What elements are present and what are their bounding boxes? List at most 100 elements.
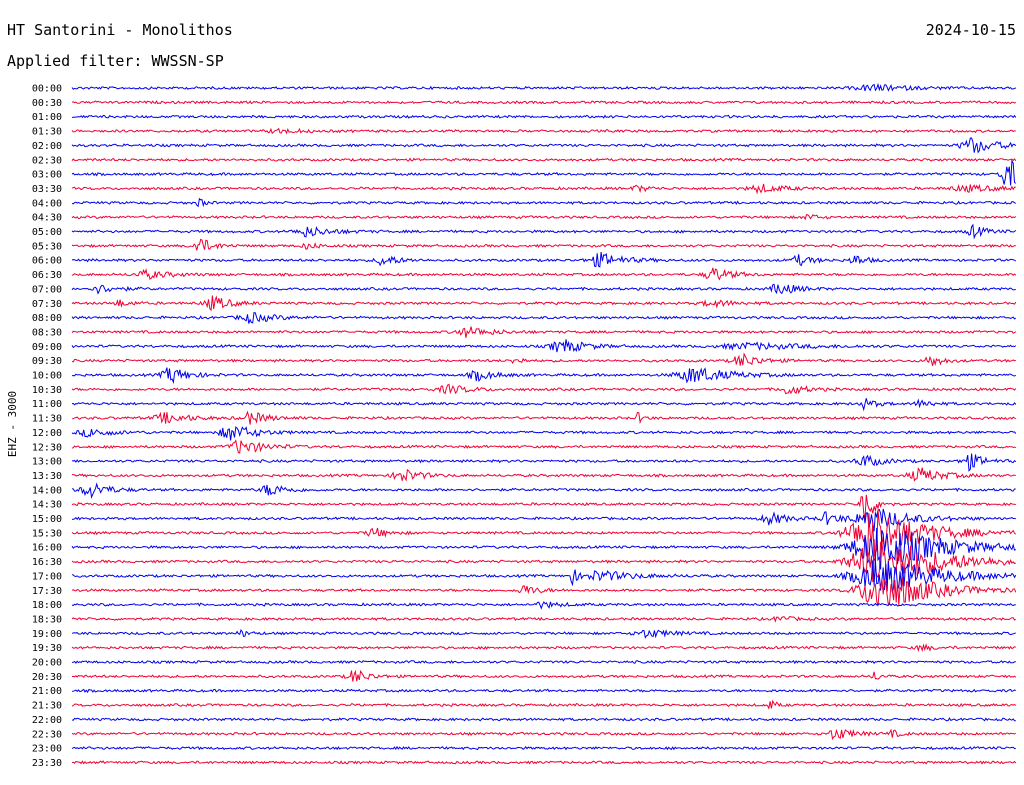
trace-time-label: 00:30 bbox=[32, 98, 62, 109]
trace-time-label: 02:30 bbox=[32, 155, 62, 166]
trace-time-label: 06:00 bbox=[32, 256, 62, 267]
seismic-trace-line bbox=[72, 669, 1017, 682]
trace-time-label: 20:00 bbox=[32, 658, 62, 669]
seismic-trace-line bbox=[71, 157, 1017, 162]
trace-time-label: 22:00 bbox=[32, 715, 62, 726]
seismic-trace-line bbox=[71, 197, 1017, 208]
seismic-trace-line bbox=[71, 643, 1017, 653]
seismic-trace-line bbox=[71, 426, 1017, 441]
trace-time-label: 11:30 bbox=[32, 414, 62, 425]
trace-time-label: 07:00 bbox=[32, 284, 62, 295]
chart-subtitle: Applied filter: WWSSN-SP bbox=[7, 52, 224, 70]
trace-time-label: 05:30 bbox=[32, 241, 62, 252]
seismic-trace-line bbox=[71, 367, 1017, 385]
trace-time-label: 13:30 bbox=[32, 471, 62, 482]
trace-time-label: 09:00 bbox=[32, 342, 62, 353]
seismic-trace-line bbox=[71, 82, 1017, 92]
trace-time-label: 12:00 bbox=[32, 428, 62, 439]
seismic-trace-line bbox=[71, 383, 1017, 395]
seismic-trace-line bbox=[71, 509, 1017, 559]
seismic-trace-line bbox=[71, 223, 1017, 240]
seismic-trace-line bbox=[71, 559, 1017, 593]
trace-time-label: 10:00 bbox=[32, 371, 62, 382]
trace-time-label: 06:30 bbox=[32, 270, 62, 281]
trace-time-label: 08:30 bbox=[32, 327, 62, 338]
seismic-trace-line bbox=[71, 494, 1016, 519]
trace-time-label: 16:00 bbox=[32, 543, 62, 554]
trace-time-label: 13:00 bbox=[32, 457, 62, 468]
trace-time-label: 16:30 bbox=[32, 557, 62, 568]
seismic-trace-line bbox=[71, 527, 1017, 570]
seismic-trace-line bbox=[71, 717, 1016, 722]
seismic-trace-line bbox=[71, 629, 1016, 639]
trace-time-label: 05:00 bbox=[32, 227, 62, 238]
trace-time-label: 14:30 bbox=[32, 500, 62, 511]
seismic-trace-line bbox=[71, 326, 1017, 338]
trace-time-label: 19:00 bbox=[32, 629, 62, 640]
trace-time-label: 04:00 bbox=[32, 198, 62, 209]
trace-time-label: 18:30 bbox=[32, 614, 62, 625]
seismic-trace-line bbox=[71, 577, 1017, 607]
seismic-trace-line bbox=[71, 439, 1017, 454]
trace-time-label: 15:00 bbox=[32, 514, 62, 525]
seismic-trace-line bbox=[71, 482, 1016, 500]
seismic-trace-line bbox=[71, 252, 1017, 268]
trace-time-label: 00:00 bbox=[32, 84, 62, 95]
seismic-trace-line bbox=[71, 699, 1017, 710]
trace-time-label: 04:30 bbox=[32, 213, 62, 224]
traces-group: 00:00 00:30 01:00 01:30 02:00 02:30 03:00 03:30… bbox=[32, 82, 1017, 769]
seismic-trace-line bbox=[71, 398, 1017, 412]
trace-time-label: 01:00 bbox=[32, 112, 62, 123]
trace-time-label: 12:30 bbox=[32, 442, 62, 453]
trace-time-label: 17:30 bbox=[32, 586, 62, 597]
seismic-trace-line bbox=[71, 183, 1016, 195]
seismic-trace-line bbox=[71, 453, 1017, 472]
seismic-trace-line bbox=[71, 312, 1017, 324]
trace-time-label: 21:00 bbox=[32, 686, 62, 697]
trace-time-label: 18:00 bbox=[32, 600, 62, 611]
seismic-trace-line bbox=[71, 467, 1016, 482]
trace-time-label: 11:00 bbox=[32, 399, 62, 410]
trace-time-label: 21:30 bbox=[32, 701, 62, 712]
seismic-trace-line bbox=[71, 410, 1017, 425]
trace-time-label: 20:30 bbox=[32, 672, 62, 683]
y-axis-label: EHZ - 3000 bbox=[6, 391, 19, 457]
chart-date: 2024-10-15 bbox=[926, 21, 1016, 39]
trace-time-label: 03:30 bbox=[32, 184, 62, 195]
trace-time-label: 02:00 bbox=[32, 141, 62, 152]
seismic-trace-line bbox=[71, 601, 1016, 610]
seismic-trace-line bbox=[71, 615, 1017, 623]
seismic-trace-line bbox=[71, 508, 1017, 532]
seismic-trace-line bbox=[71, 760, 1017, 765]
trace-time-label: 14:00 bbox=[32, 485, 62, 496]
seismic-trace-line bbox=[71, 214, 1017, 221]
trace-time-label: 23:00 bbox=[32, 744, 62, 755]
seismic-trace-line bbox=[71, 267, 1017, 281]
trace-time-label: 17:00 bbox=[32, 571, 62, 582]
seismic-trace-line bbox=[71, 238, 1016, 251]
trace-time-label: 03:00 bbox=[32, 170, 62, 181]
trace-time-label: 09:30 bbox=[32, 356, 62, 367]
trace-time-label: 15:30 bbox=[32, 528, 62, 539]
seismic-trace-line bbox=[71, 159, 1017, 186]
seismic-trace-line bbox=[71, 127, 1016, 135]
trace-time-label: 07:30 bbox=[32, 299, 62, 310]
seismic-trace-line bbox=[71, 114, 1017, 119]
trace-time-label: 01:30 bbox=[32, 127, 62, 138]
seismic-trace-line bbox=[71, 283, 1016, 295]
seismic-trace-line bbox=[71, 659, 1016, 665]
trace-time-label: 19:30 bbox=[32, 643, 62, 654]
chart-title: HT Santorini - Monolithos bbox=[7, 21, 233, 39]
seismic-trace-line bbox=[71, 728, 1017, 741]
trace-time-label: 22:30 bbox=[32, 729, 62, 740]
seismic-trace-line bbox=[71, 100, 1017, 105]
trace-time-label: 23:30 bbox=[32, 758, 62, 769]
seismic-trace-line bbox=[71, 137, 1017, 154]
seismic-trace-line bbox=[71, 745, 1016, 751]
seismic-trace-line bbox=[71, 295, 1017, 312]
trace-time-label: 10:30 bbox=[32, 385, 62, 396]
seismic-trace-line bbox=[71, 688, 1017, 694]
seismic-trace-line bbox=[71, 339, 1017, 353]
seismic-trace-line bbox=[71, 352, 1016, 366]
